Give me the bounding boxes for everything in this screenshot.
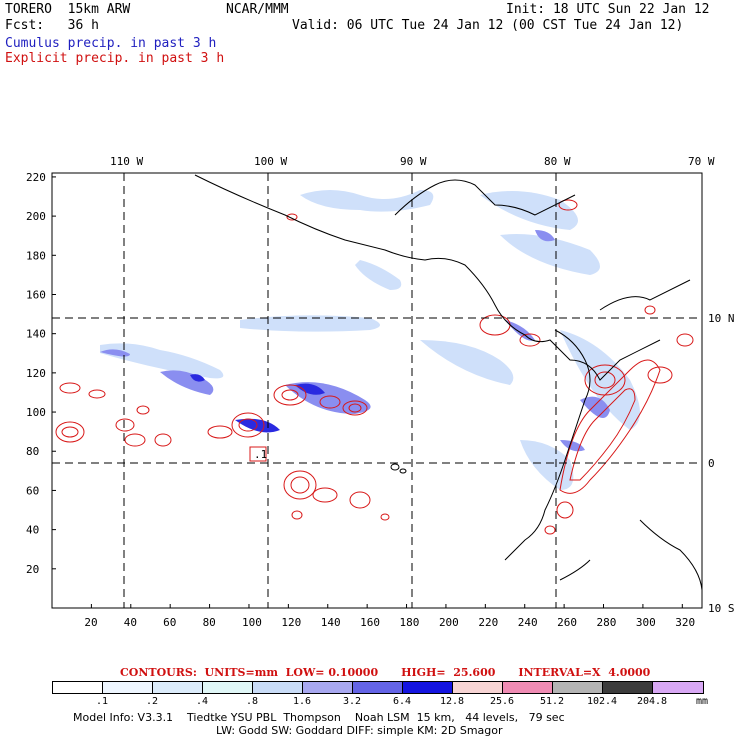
forecast-hour: Fcst: 36 h — [5, 18, 99, 33]
model-title: TORERO 15km ARW — [5, 2, 131, 17]
x-tick-label: 100 — [242, 616, 262, 629]
colorbar — [52, 681, 704, 694]
colorbar-label: .2 — [145, 696, 159, 707]
y-tick-label: 200 — [26, 210, 46, 223]
explicit-legend: Explicit precip. in past 3 h — [5, 51, 225, 66]
cumulus-precip-heavy — [190, 374, 325, 433]
colorbar-label: .4 — [195, 696, 209, 707]
y-tick-label: 100 — [26, 406, 46, 419]
latlon-grid — [52, 173, 702, 608]
lon-label-80w: 80 W — [544, 155, 571, 168]
colorbar-label: .1 — [95, 696, 109, 707]
x-tick-label: 320 — [675, 616, 695, 629]
x-tick-label: 140 — [321, 616, 341, 629]
lon-label-70w: 70 W — [688, 155, 715, 168]
x-tick-label: 40 — [124, 616, 137, 629]
colorbar-label: 1.6 — [292, 696, 312, 707]
colorbar-swatch — [603, 682, 653, 693]
model-info-line1: Model Info: V3.3.1 Tiedtke YSU PBL Thomp… — [73, 711, 565, 724]
contours-info: CONTOURS: UNITS=mm LOW= 0.10000 HIGH= 25… — [120, 666, 651, 679]
y-tick-label: 40 — [26, 524, 39, 537]
colorbar-swatch — [403, 682, 453, 693]
valid-time: Valid: 06 UTC Tue 24 Jan 12 (00 CST Tue … — [292, 18, 684, 33]
colorbar-label: 51.2 — [539, 696, 565, 707]
coastlines — [194, 174, 703, 591]
y-tick-label: 140 — [26, 328, 46, 341]
explicit-precip-contours — [55, 199, 694, 535]
colorbar-swatch — [303, 682, 353, 693]
colorbar-swatch — [653, 682, 703, 693]
y-tick-label: 220 — [26, 171, 46, 184]
colorbar-label: .8 — [245, 696, 259, 707]
x-tick-label: 120 — [281, 616, 301, 629]
x-tick-label: 300 — [636, 616, 656, 629]
x-tick-label: 80 — [203, 616, 216, 629]
x-tick-label: 240 — [518, 616, 538, 629]
x-tick-label: 220 — [478, 616, 498, 629]
colorbar-label: 12.8 — [439, 696, 465, 707]
colorbar-unit: mm — [696, 696, 709, 707]
x-tick-label: 200 — [439, 616, 459, 629]
x-tick-label: 280 — [597, 616, 617, 629]
colorbar-swatch — [153, 682, 203, 693]
colorbar-swatch — [453, 682, 503, 693]
model-info-line2: LW: Godd SW: Goddard DIFF: simple KM: 2D… — [216, 724, 503, 737]
colorbar-labels: .1 .2 .4 .8 1.6 3.2 6.4 12.8 25.6 51.2 102.4 204.8 — [52, 696, 702, 708]
colorbar-label: 6.4 — [392, 696, 412, 707]
x-tick-label: 60 — [163, 616, 176, 629]
max-marker-box — [249, 446, 267, 462]
y-tick-label: 160 — [26, 288, 46, 301]
x-tick-label: 20 — [84, 616, 97, 629]
lat-label-10s: 10 S — [708, 602, 735, 615]
x-tick-label: 160 — [360, 616, 380, 629]
y-tick-label: 20 — [26, 563, 39, 576]
lon-label-110w: 110 W — [110, 155, 143, 168]
y-tick-label: 60 — [26, 484, 39, 497]
x-tick-label: 180 — [400, 616, 420, 629]
y-tick-label: 180 — [26, 249, 46, 262]
colorbar-swatch — [353, 682, 403, 693]
x-tick-label: 260 — [557, 616, 577, 629]
colorbar-swatch — [103, 682, 153, 693]
colorbar-swatch — [53, 682, 103, 693]
x-axis-ticks: 20 40 60 80 100 120 140 160 180 200 220 240 260 280 30… — [84, 604, 695, 629]
colorbar-swatch — [203, 682, 253, 693]
colorbar-swatch — [253, 682, 303, 693]
y-tick-label: 120 — [26, 367, 46, 380]
init-time: Init: 18 UTC Sun 22 Jan 12 — [506, 2, 710, 17]
max-marker: .1 — [254, 448, 267, 461]
cumulus-legend: Cumulus precip. in past 3 h — [5, 36, 217, 51]
lat-label-10n: 10 N — [708, 312, 735, 325]
colorbar-swatch — [503, 682, 553, 693]
colorbar-label: 25.6 — [489, 696, 515, 707]
colorbar-label: 204.8 — [636, 696, 668, 707]
org-label: NCAR/MMM — [226, 2, 289, 17]
lat-label-0: 0 — [708, 457, 715, 470]
y-tick-label: 80 — [26, 445, 39, 458]
y-axis-ticks: 20 40 60 80 100 120 140 160 180 200 220 — [26, 171, 56, 576]
colorbar-label: 3.2 — [342, 696, 362, 707]
colorbar-label: 102.4 — [586, 696, 618, 707]
colorbar-swatch — [553, 682, 603, 693]
lon-label-90w: 90 W — [400, 155, 427, 168]
lon-label-100w: 100 W — [254, 155, 287, 168]
